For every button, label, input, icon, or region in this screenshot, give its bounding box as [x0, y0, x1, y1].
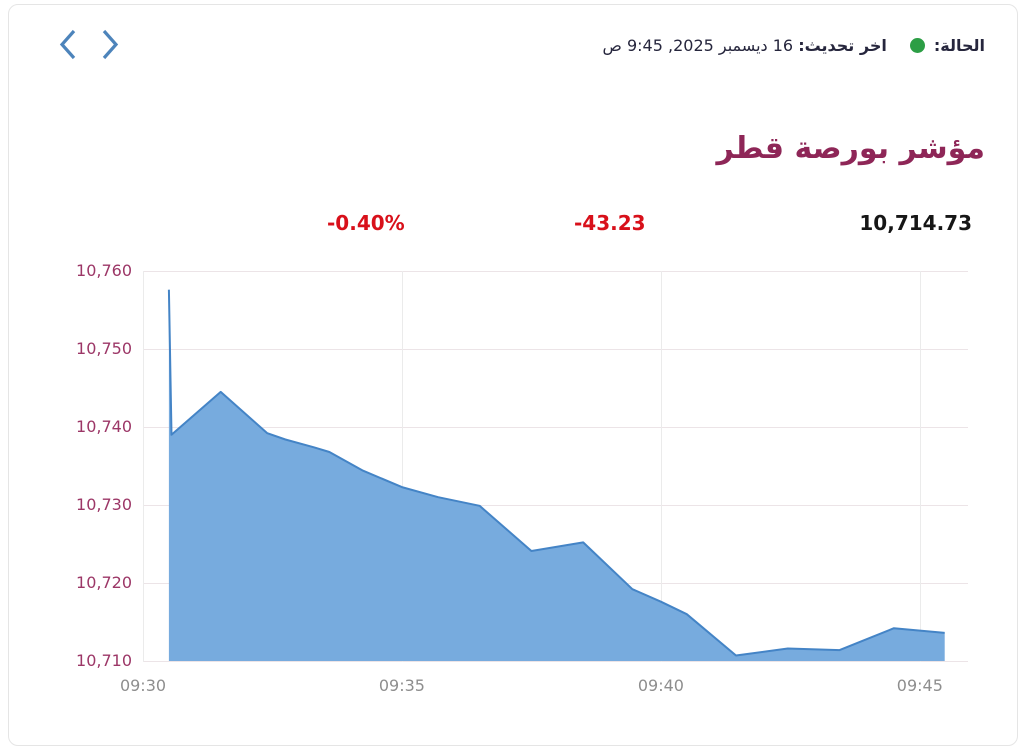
last-update: اخر تحديث: 16 ديسمبر 2025, 9:45 ص: [603, 36, 887, 55]
status-dot-icon: [909, 38, 925, 53]
y-tick-label: 10,710: [76, 651, 132, 670]
last-update-label: اخر تحديث:: [798, 36, 887, 55]
last-update-value: 16 ديسمبر 2025, 9:45 ص: [602, 36, 794, 55]
x-tick-label: 09:45: [896, 676, 943, 695]
next-button[interactable]: [95, 24, 126, 65]
x-tick-label: 09:30: [119, 676, 167, 695]
index-value: 10,714.73: [859, 211, 972, 235]
y-tick-label: 10,750: [76, 339, 132, 358]
y-tick-label: 10,740: [76, 417, 132, 436]
chevron-right-icon: [102, 29, 119, 60]
y-tick-label: 10,720: [76, 573, 132, 592]
change-value: -43.23: [574, 211, 646, 235]
y-tick-label: 10,730: [76, 495, 132, 514]
x-tick-label: 09:40: [637, 676, 684, 695]
status-label: الحالة:: [933, 36, 985, 55]
chevron-left-icon: [59, 29, 76, 60]
prev-button[interactable]: [52, 24, 83, 65]
page-title: مؤشر بورصة قطر: [716, 131, 986, 166]
x-tick-label: 09:35: [378, 676, 425, 695]
carousel-nav: [52, 24, 126, 65]
y-tick-label: 10,760: [76, 261, 132, 280]
change-percent: -0.40%: [327, 211, 405, 235]
index-area-chart: [143, 271, 968, 662]
status-bar: الحالة: اخر تحديث: 16 ديسمبر 2025, 9:45 …: [603, 36, 985, 55]
